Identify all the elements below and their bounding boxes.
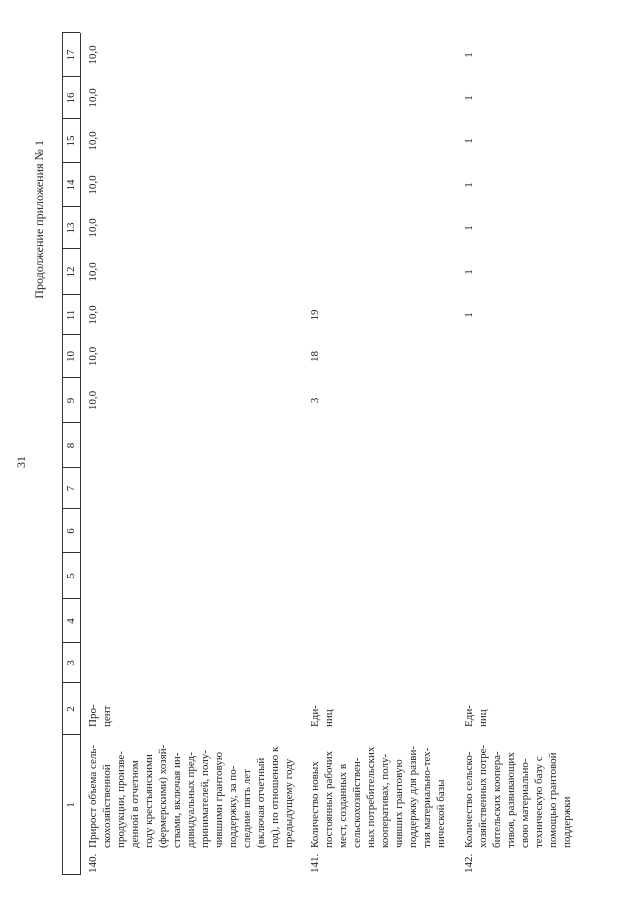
column-number: 4 <box>65 618 77 624</box>
indicator-text: чивших грантовую <box>393 759 405 848</box>
value-cell: 10,0 <box>87 45 99 65</box>
indicator-text: тия материально-тех- <box>421 747 433 848</box>
column-number: 8 <box>65 442 77 449</box>
unit-text: цент <box>101 705 113 727</box>
indicator-text: техническую базу с <box>533 756 545 848</box>
value-cell: 1 <box>463 138 475 144</box>
indicator-text: году крестьянскими <box>143 754 155 848</box>
indicator-text: (включая отчетный <box>255 757 267 848</box>
indicator-text: хозяйственных потре- <box>477 744 489 848</box>
value-cell: 10,0 <box>87 346 99 367</box>
indicator-text: поддержки <box>561 796 573 848</box>
value-cell: 1 <box>463 269 475 275</box>
unit-text: ниц <box>477 709 489 727</box>
column-number: 3 <box>65 660 77 666</box>
table-top-rule <box>62 33 63 875</box>
indicator-text: предыдущему году <box>283 758 295 848</box>
indicator-text: чившими грантовую <box>213 751 225 848</box>
indicator-text: сельскохозяйствен- <box>351 757 363 848</box>
value-cell: 1 <box>463 225 475 231</box>
column-number: 10 <box>65 351 77 362</box>
column-number: 14 <box>65 179 77 191</box>
indicator-text: год), по отношению к <box>269 746 281 848</box>
value-cell: 1 <box>463 95 475 101</box>
value-cell: 10,0 <box>87 88 99 108</box>
column-number: 9 <box>65 397 77 404</box>
unit-text: Еди- <box>309 705 321 727</box>
indicator-text: (фермерскими) хозяй- <box>157 744 169 848</box>
value-cell: 10,0 <box>87 218 99 238</box>
value-cell: 1 <box>463 312 475 318</box>
column-number: 15 <box>65 135 77 147</box>
indicator-text: Прирост объема сель- <box>87 744 99 848</box>
column-number: 13 <box>65 222 77 234</box>
column-number: 16 <box>65 92 77 104</box>
header-bottom-rule <box>80 33 81 875</box>
indicator-text: денной в отчетном <box>129 760 141 848</box>
value-cell: 10,0 <box>87 305 99 325</box>
page-number: 31 <box>14 456 28 468</box>
column-number: 6 <box>65 528 77 534</box>
column-number: 5 <box>65 573 77 579</box>
indicator-text: свою материально- <box>519 758 531 848</box>
indicator-text: продукции, произве- <box>115 751 127 848</box>
indicator-text: принимателей, полу- <box>199 750 211 848</box>
indicator-text: Количество новых <box>309 761 321 848</box>
value-cell: 10,0 <box>87 390 99 411</box>
column-number: 1 <box>65 802 77 808</box>
indicator-text: бительских коопера- <box>491 751 503 848</box>
indicator-text: следние пять лет <box>241 769 253 848</box>
indicator-text: ствами, включая ин- <box>171 752 183 848</box>
indicator-text: ных потребительских <box>365 746 377 848</box>
row-number: 141. <box>309 853 321 873</box>
value-cell: 1 <box>463 52 475 58</box>
continuation-note: Продолжение приложения № 1 <box>32 140 46 299</box>
unit-text: ниц <box>323 709 335 727</box>
row-number: 142. <box>463 853 475 873</box>
indicator-text: поддержку, за по- <box>227 765 239 848</box>
indicator-text: нической базы <box>435 779 447 848</box>
column-number: 11 <box>65 309 77 321</box>
value-cell: 3 <box>309 397 321 404</box>
value-cell: 19 <box>309 309 321 321</box>
indicator-text: скохозяйственной <box>101 764 113 848</box>
indicator-text: тивов, развивающих <box>505 752 517 848</box>
indicator-text: помощью грантовой <box>547 752 559 848</box>
column-number: 17 <box>65 49 77 61</box>
value-cell: 10,0 <box>87 175 99 195</box>
column-number: 7 <box>65 485 77 492</box>
unit-text: Еди- <box>463 705 475 727</box>
unit-text: Про- <box>87 704 99 727</box>
value-cell: 18 <box>309 351 321 362</box>
indicator-text: кооперативах, полу- <box>379 753 391 848</box>
value-cell: 10,0 <box>87 262 99 282</box>
indicator-text: постоянных рабочих <box>323 750 335 848</box>
value-cell: 10,0 <box>87 131 99 151</box>
indicator-text: мест, созданных в <box>337 763 349 848</box>
value-cell: 1 <box>463 182 475 188</box>
indicator-text: поддержку для разви- <box>407 745 419 848</box>
indicator-text: дивидуальных пред- <box>185 752 197 848</box>
column-number: 12 <box>65 266 77 278</box>
indicator-text: Количество сельско- <box>463 751 475 848</box>
row-number: 140. <box>87 853 99 873</box>
column-number: 2 <box>65 706 77 712</box>
